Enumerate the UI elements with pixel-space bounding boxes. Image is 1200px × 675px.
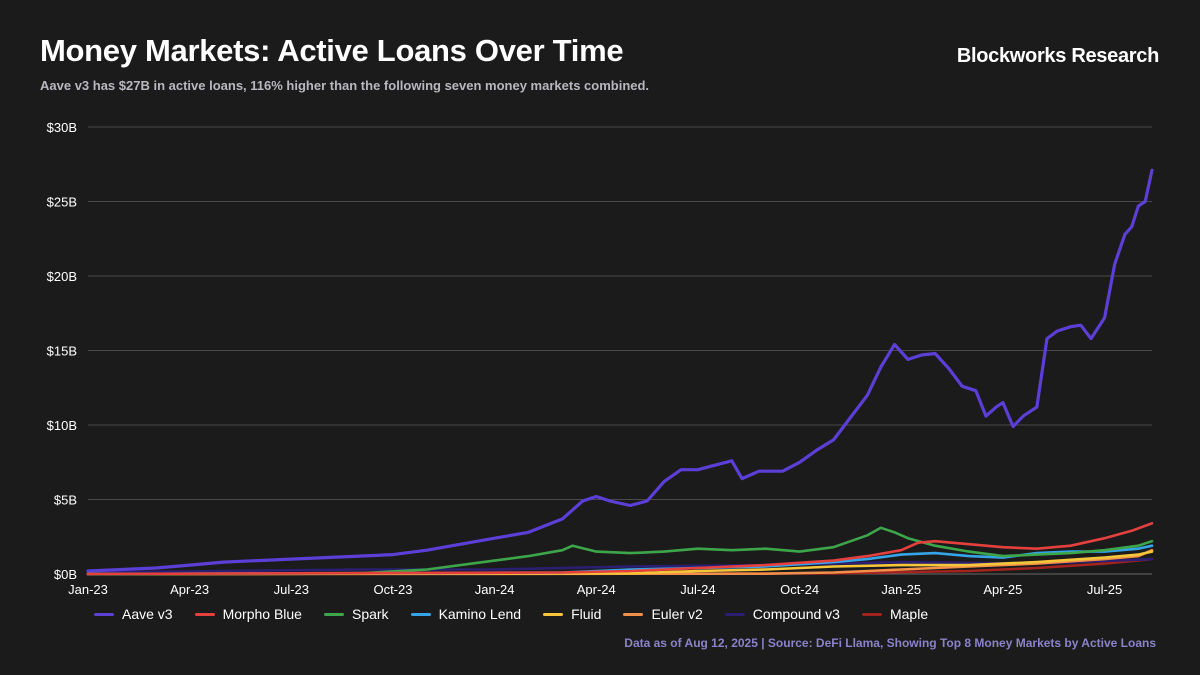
series-lines bbox=[86, 168, 1154, 576]
x-tick-label: Jan-24 bbox=[475, 582, 515, 597]
chart-subtitle: Aave v3 has $27B in active loans, 116% h… bbox=[40, 78, 650, 93]
legend-label: Compound v3 bbox=[752, 606, 840, 622]
legend-swatch bbox=[623, 612, 644, 616]
series-line-spark bbox=[86, 526, 1154, 576]
legend-swatch bbox=[94, 612, 114, 616]
y-tick-label: $10B bbox=[47, 418, 77, 433]
legend-swatch bbox=[724, 612, 745, 616]
legend-item: Fluid bbox=[543, 606, 601, 622]
legend-label: Maple bbox=[889, 606, 929, 622]
legend-item: Maple bbox=[861, 606, 929, 622]
y-axis-labels: $0B $5B $10B $15B $20B $25B $30B bbox=[47, 120, 77, 582]
gridlines bbox=[88, 126, 1152, 575]
legend-label: Euler v2 bbox=[651, 606, 703, 622]
legend-swatch bbox=[323, 612, 344, 616]
x-tick-label: Jul-24 bbox=[680, 582, 715, 597]
legend-label: Spark bbox=[351, 606, 389, 622]
series-line-euler-v2 bbox=[86, 548, 1154, 576]
series-line-fluid bbox=[86, 550, 1154, 576]
legend-label: Morpho Blue bbox=[222, 606, 302, 622]
x-tick-label: Apr-24 bbox=[577, 582, 616, 597]
y-tick-label: $30B bbox=[47, 120, 77, 135]
brand-logo: Blockworks Research bbox=[956, 45, 1159, 67]
legend-item: Compound v3 bbox=[724, 606, 840, 622]
legend-label: Aave v3 bbox=[122, 606, 173, 622]
chart-legend: Aave v3 Morpho Blue Spark Kamino Lend Fluid E… bbox=[94, 606, 928, 622]
source-note: Data as of Aug 12, 2025 | Source: DeFi L… bbox=[624, 636, 1156, 650]
legend-label: Kamino Lend bbox=[438, 606, 522, 622]
y-tick-label: $0B bbox=[54, 567, 77, 582]
x-tick-label: Oct-24 bbox=[780, 582, 819, 597]
y-tick-label: $5B bbox=[54, 493, 77, 508]
x-axis-labels: Jan-23 Apr-23 Jul-23 Oct-23 Jan-24 Apr-24 Jul-… bbox=[68, 582, 1122, 597]
x-tick-label: Apr-23 bbox=[170, 582, 209, 597]
legend-swatch bbox=[194, 612, 215, 616]
x-tick-label: Jan-25 bbox=[881, 582, 921, 597]
legend-item: Kamino Lend bbox=[410, 606, 522, 622]
x-tick-label: Oct-23 bbox=[373, 582, 412, 597]
x-tick-label: Jul-25 bbox=[1087, 582, 1122, 597]
x-tick-label: Jul-23 bbox=[274, 582, 309, 597]
y-tick-label: $20B bbox=[47, 269, 77, 284]
legend-item: Aave v3 bbox=[94, 606, 173, 622]
x-tick-label: Apr-25 bbox=[983, 582, 1022, 597]
x-tick-label: Jan-23 bbox=[68, 582, 108, 597]
legend-item: Euler v2 bbox=[623, 606, 703, 622]
series-line-morpho-blue bbox=[86, 522, 1154, 576]
legend-item: Morpho Blue bbox=[194, 606, 302, 622]
y-tick-label: $25B bbox=[47, 195, 77, 210]
legend-swatch bbox=[543, 612, 564, 616]
legend-swatch bbox=[861, 612, 882, 616]
legend-swatch bbox=[410, 612, 431, 616]
y-tick-label: $15B bbox=[47, 344, 77, 359]
legend-label: Fluid bbox=[571, 606, 602, 622]
series-line-aave-v3 bbox=[86, 168, 1154, 573]
legend-item: Spark bbox=[323, 606, 389, 622]
chart-title: Money Markets: Active Loans Over Time bbox=[40, 33, 624, 68]
